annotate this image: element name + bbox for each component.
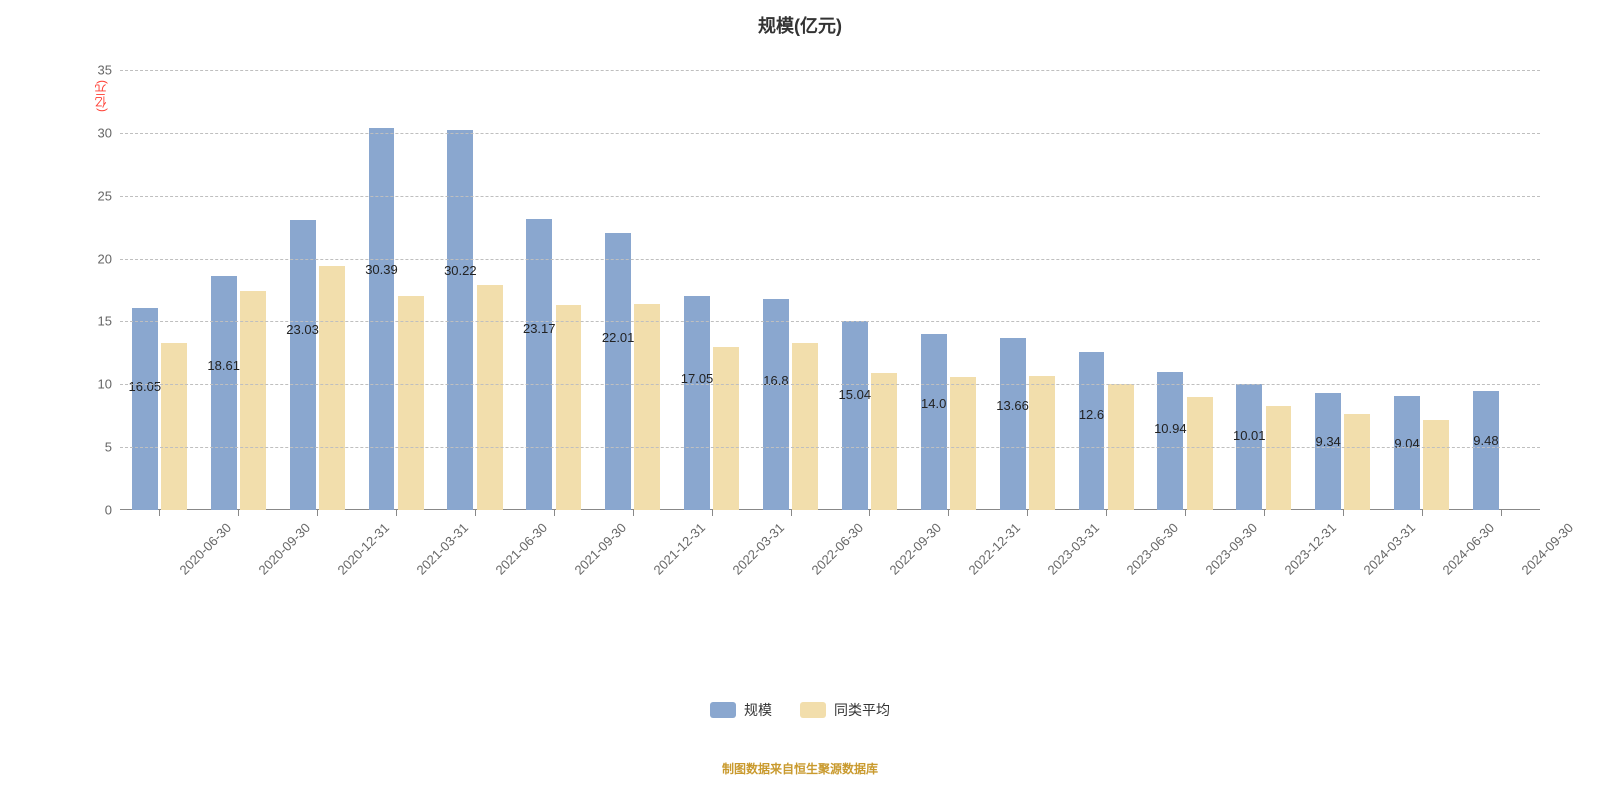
bar-peer-avg bbox=[240, 291, 266, 510]
x-tick bbox=[159, 510, 160, 516]
x-tick bbox=[238, 510, 239, 516]
x-tick-label: 2022-09-30 bbox=[887, 520, 945, 578]
x-tick-label: 2021-09-30 bbox=[571, 520, 629, 578]
bar-scale bbox=[1394, 396, 1420, 510]
y-tick-label: 15 bbox=[98, 314, 120, 329]
legend-swatch bbox=[710, 702, 736, 718]
y-tick-label: 5 bbox=[105, 440, 120, 455]
x-tick bbox=[1501, 510, 1502, 516]
x-tick bbox=[791, 510, 792, 516]
bar-peer-avg bbox=[556, 305, 582, 510]
data-source-note: 制图数据来自恒生聚源数据库 bbox=[0, 760, 1600, 777]
x-tick-label: 2021-03-31 bbox=[414, 520, 472, 578]
x-tick-label: 2021-06-30 bbox=[492, 520, 550, 578]
grid-line bbox=[120, 196, 1540, 197]
x-tick-label: 2024-06-30 bbox=[1439, 520, 1497, 578]
x-tick bbox=[1422, 510, 1423, 516]
x-tick bbox=[554, 510, 555, 516]
bar-scale bbox=[1315, 393, 1341, 510]
bar-peer-avg bbox=[792, 343, 818, 510]
x-tick-label: 2023-06-30 bbox=[1124, 520, 1182, 578]
bars-layer: 16.0518.6123.0330.3930.2223.1722.0117.05… bbox=[120, 70, 1540, 510]
x-tick bbox=[633, 510, 634, 516]
legend: 规模 同类平均 bbox=[0, 700, 1600, 720]
bar-scale bbox=[921, 334, 947, 510]
bar-scale bbox=[1000, 338, 1026, 510]
bar-peer-avg bbox=[1187, 397, 1213, 510]
bar-scale bbox=[290, 220, 316, 510]
y-tick-label: 35 bbox=[98, 63, 120, 78]
y-tick-label: 25 bbox=[98, 188, 120, 203]
legend-item: 同类平均 bbox=[800, 700, 890, 720]
grid-line bbox=[120, 321, 1540, 322]
legend-label: 同类平均 bbox=[834, 700, 890, 720]
bar-scale bbox=[132, 308, 158, 510]
bar-peer-avg bbox=[319, 266, 345, 510]
y-tick-label: 30 bbox=[98, 125, 120, 140]
bar-scale bbox=[1473, 391, 1499, 510]
bar-peer-avg bbox=[1266, 406, 1292, 510]
x-tick-label: 2024-03-31 bbox=[1360, 520, 1418, 578]
bar-peer-avg bbox=[398, 296, 424, 510]
x-tick bbox=[317, 510, 318, 516]
x-tick bbox=[1027, 510, 1028, 516]
bar-scale bbox=[369, 128, 395, 510]
bar-scale bbox=[1157, 372, 1183, 510]
y-tick-label: 10 bbox=[98, 377, 120, 392]
bar-scale bbox=[605, 233, 631, 510]
legend-item: 规模 bbox=[710, 700, 772, 720]
x-tick bbox=[869, 510, 870, 516]
x-tick-label: 2020-12-31 bbox=[335, 520, 393, 578]
bar-scale bbox=[526, 219, 552, 510]
bar-scale bbox=[447, 130, 473, 510]
x-tick bbox=[948, 510, 949, 516]
bar-scale bbox=[842, 321, 868, 510]
x-tick-label: 2023-09-30 bbox=[1202, 520, 1260, 578]
x-tick bbox=[712, 510, 713, 516]
x-tick-label: 2020-09-30 bbox=[256, 520, 314, 578]
y-axis-unit-label: (亿元) bbox=[92, 80, 109, 112]
grid-line bbox=[120, 133, 1540, 134]
bar-peer-avg bbox=[477, 285, 503, 510]
bar-scale bbox=[684, 296, 710, 510]
x-tick bbox=[1264, 510, 1265, 516]
x-tick-label: 2023-03-31 bbox=[1045, 520, 1103, 578]
plot-area: 16.0518.6123.0330.3930.2223.1722.0117.05… bbox=[120, 70, 1540, 510]
bar-peer-avg bbox=[1423, 420, 1449, 511]
legend-swatch bbox=[800, 702, 826, 718]
grid-line bbox=[120, 447, 1540, 448]
x-tick bbox=[1343, 510, 1344, 516]
x-tick bbox=[396, 510, 397, 516]
y-tick-label: 0 bbox=[105, 503, 120, 518]
bar-peer-avg bbox=[161, 343, 187, 510]
scale-bar-chart: 规模(亿元) (亿元) 16.0518.6123.0330.3930.2223.… bbox=[0, 0, 1600, 800]
grid-line bbox=[120, 259, 1540, 260]
x-tick bbox=[475, 510, 476, 516]
bar-peer-avg bbox=[713, 347, 739, 510]
bar-peer-avg bbox=[1029, 376, 1055, 511]
legend-label: 规模 bbox=[744, 700, 772, 720]
bar-peer-avg bbox=[950, 377, 976, 510]
x-tick-label: 2024-09-30 bbox=[1518, 520, 1576, 578]
x-tick-label: 2022-12-31 bbox=[966, 520, 1024, 578]
y-tick-label: 20 bbox=[98, 251, 120, 266]
x-tick-label: 2021-12-31 bbox=[650, 520, 708, 578]
x-tick-label: 2022-06-30 bbox=[808, 520, 866, 578]
x-tick-label: 2020-06-30 bbox=[177, 520, 235, 578]
bar-scale bbox=[763, 299, 789, 510]
grid-line bbox=[120, 70, 1540, 71]
x-tick-label: 2023-12-31 bbox=[1281, 520, 1339, 578]
bar-scale bbox=[1079, 352, 1105, 510]
chart-title: 规模(亿元) bbox=[0, 12, 1600, 38]
x-tick bbox=[1106, 510, 1107, 516]
bar-peer-avg bbox=[1344, 414, 1370, 510]
x-tick-label: 2022-03-31 bbox=[729, 520, 787, 578]
bar-scale bbox=[211, 276, 237, 510]
bar-peer-avg bbox=[634, 304, 660, 510]
grid-line bbox=[120, 384, 1540, 385]
bar-peer-avg bbox=[871, 373, 897, 510]
x-tick bbox=[1185, 510, 1186, 516]
